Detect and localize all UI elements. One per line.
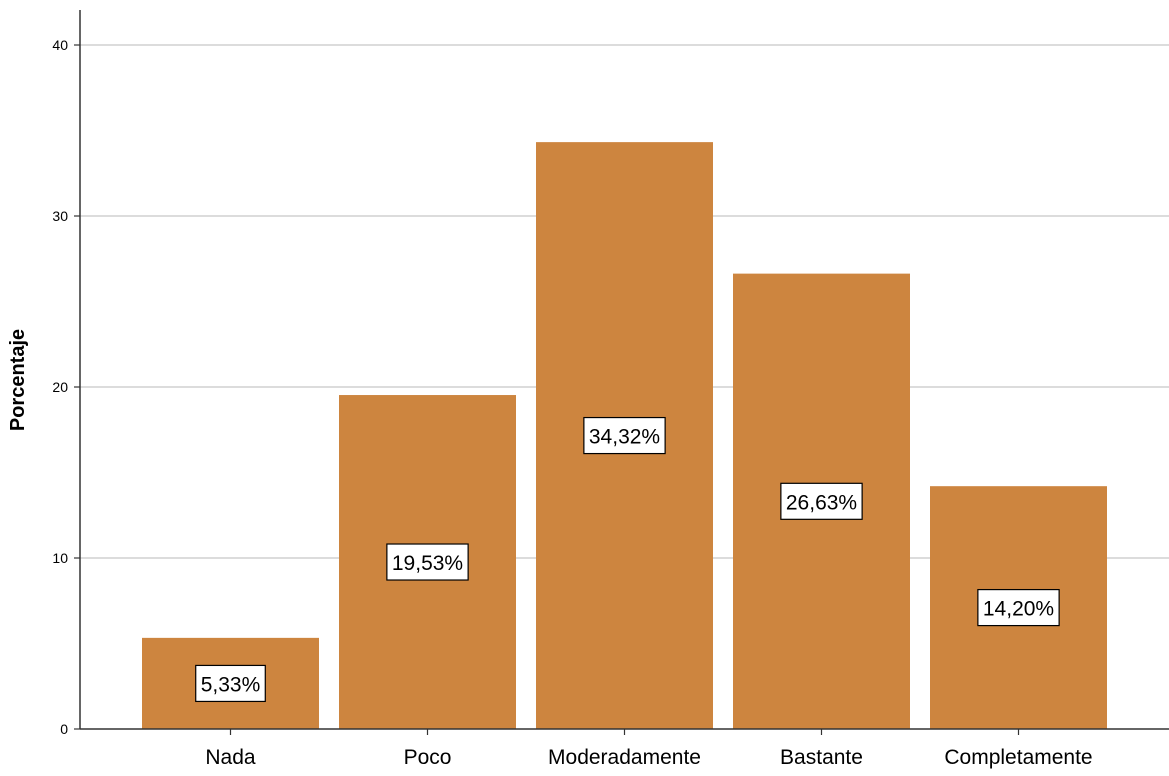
- data-labels: 5,33% 19,53% 34,32% 26,63% 14,20%: [195, 416, 1060, 703]
- y-tick-label: 30: [52, 208, 68, 224]
- data-label-box: [583, 416, 666, 455]
- y-tick-label: 40: [52, 37, 68, 53]
- data-label: 26,63%: [786, 491, 857, 514]
- data-label-box: [386, 543, 469, 581]
- y-axis-title: Porcentaje: [7, 329, 29, 431]
- data-label: 5,33%: [201, 673, 261, 696]
- x-category-label: Moderadamente: [548, 746, 701, 769]
- x-category-label: Bastante: [780, 746, 863, 769]
- x-axis-categories: Nada Poco Moderadamente Bastante Completamen…: [205, 729, 1093, 769]
- data-label-box: [195, 664, 266, 703]
- data-label-box: [977, 588, 1060, 627]
- x-category-label: Completamente: [944, 746, 1092, 769]
- data-label: 19,53%: [392, 552, 463, 575]
- y-tick-label: 0: [60, 721, 68, 737]
- data-label: 14,20%: [983, 598, 1054, 621]
- x-category-label: Nada: [205, 746, 256, 769]
- y-axis-ticks: 0 10 20 30 40: [52, 37, 80, 737]
- x-category-label: Poco: [404, 746, 452, 769]
- y-tick-label: 10: [52, 550, 68, 566]
- y-tick-label: 20: [52, 379, 68, 395]
- data-label: 34,32%: [589, 426, 660, 449]
- data-label-box: [780, 482, 863, 520]
